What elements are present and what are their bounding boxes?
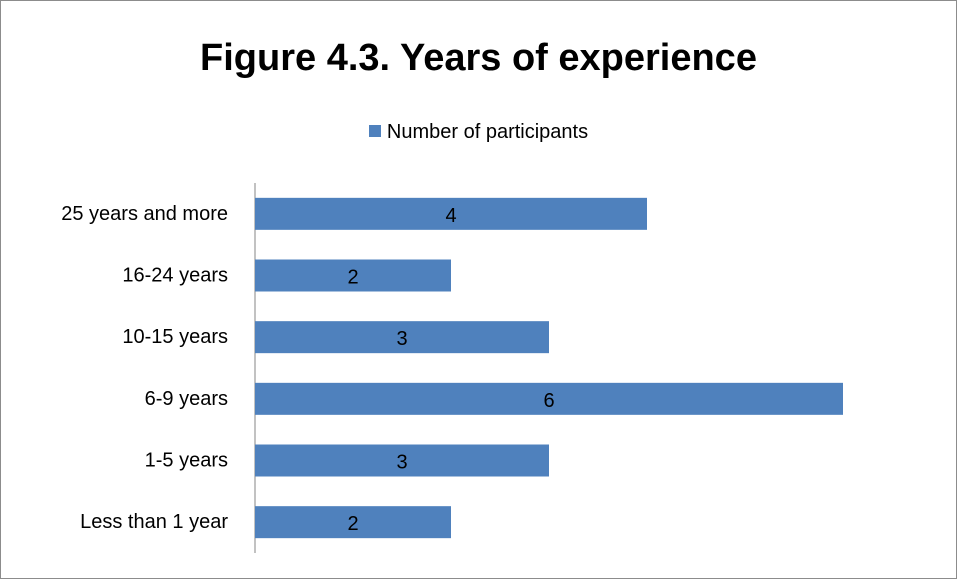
data-label: 2: [347, 267, 358, 289]
legend-swatch: [368, 125, 381, 137]
bar: [255, 259, 451, 292]
bar: [255, 506, 451, 539]
data-label: 3: [396, 328, 407, 350]
chart-title: Figure 4.3. Years of experience: [200, 37, 757, 79]
data-label: 6: [543, 390, 554, 412]
category-label: 1-5 years: [145, 450, 228, 472]
bar: [255, 321, 549, 354]
category-label: Less than 1 year: [80, 511, 228, 533]
data-label: 2: [347, 513, 358, 535]
category-label: 16-24 years: [122, 265, 228, 287]
category-label: 6-9 years: [145, 388, 228, 410]
bar: [255, 382, 843, 415]
category-label: 25 years and more: [61, 203, 228, 225]
data-label: 3: [396, 452, 407, 474]
data-label: 4: [445, 205, 456, 227]
legend-label: Number of participants: [386, 121, 589, 143]
bar: [255, 444, 549, 477]
bar: [255, 197, 647, 230]
legend: Number of participants: [0, 120, 957, 144]
category-label: 10-15 years: [122, 326, 228, 348]
